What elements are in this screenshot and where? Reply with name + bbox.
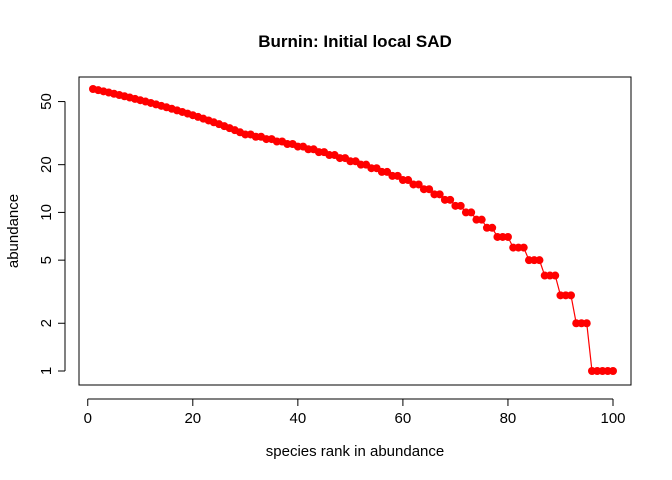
data-point <box>456 201 465 210</box>
y-axis-label: abundance <box>5 194 22 268</box>
data-point <box>535 256 544 265</box>
data-point <box>435 190 444 199</box>
data-point <box>425 185 434 194</box>
y-axis: 1 2 5 10 20 50 <box>38 93 66 375</box>
y-tick-label: 2 <box>38 319 55 327</box>
series-line <box>92 88 613 372</box>
data-point <box>404 176 413 185</box>
data-point <box>609 367 617 375</box>
x-tick-label: 20 <box>184 410 201 427</box>
x-tick-label: 0 <box>84 410 92 427</box>
x-tick-label: 80 <box>500 410 517 427</box>
plot-frame <box>78 76 632 386</box>
data-point <box>467 208 476 217</box>
data-point <box>477 215 486 224</box>
y-tick-label: 1 <box>38 367 55 375</box>
y-tick-label: 10 <box>38 204 55 221</box>
data-point <box>414 180 423 189</box>
data-point <box>488 223 497 232</box>
x-axis-label: species rank in abundance <box>266 443 444 460</box>
data-point <box>446 195 455 204</box>
data-point <box>503 232 512 241</box>
series-layer <box>89 85 617 375</box>
data-point <box>519 243 528 252</box>
x-tick-label: 100 <box>600 410 625 427</box>
data-point <box>582 319 591 328</box>
x-axis: 0 20 40 60 80 100 <box>84 398 626 427</box>
y-tick-label: 20 <box>38 156 55 173</box>
x-tick-label: 60 <box>395 410 412 427</box>
chart-title: Burnin: Initial local SAD <box>258 32 452 51</box>
y-tick-label: 5 <box>38 256 55 264</box>
data-point <box>566 291 575 300</box>
x-tick-label: 40 <box>290 410 307 427</box>
data-point <box>551 271 560 280</box>
y-tick-label: 50 <box>38 93 55 110</box>
